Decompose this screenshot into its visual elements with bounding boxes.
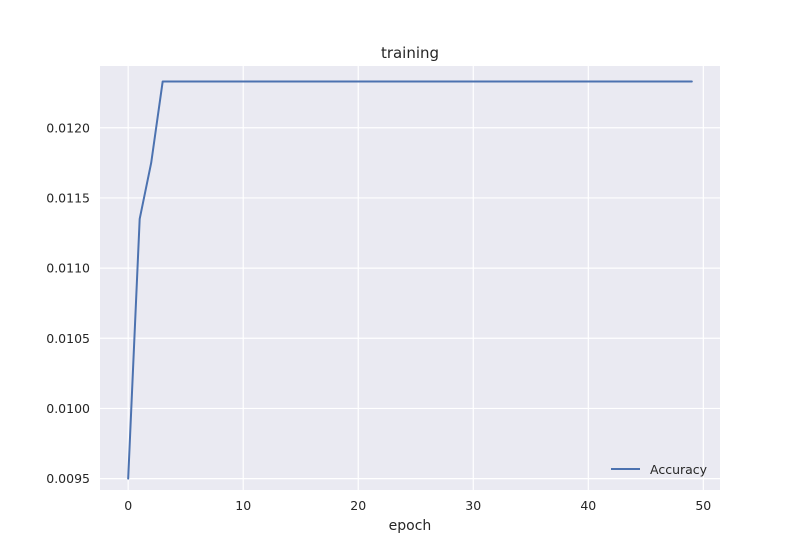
- y-tick-label: 0.0100: [46, 401, 90, 416]
- x-tick-label: 20: [350, 498, 366, 513]
- plot-area: [100, 66, 720, 490]
- chart-title: training: [381, 44, 439, 62]
- y-tick-label: 0.0115: [46, 190, 90, 205]
- series-line-accuracy: [127, 80, 693, 480]
- legend-label-accuracy: Accuracy: [650, 462, 708, 477]
- series-layer: [127, 80, 693, 480]
- x-tick-label: 0: [124, 498, 132, 513]
- x-tick-label: 10: [235, 498, 251, 513]
- y-tick-labels: 0.0095 0.0100 0.0105 0.0110 0.0115 0.0120: [46, 120, 90, 486]
- x-tick-label: 40: [580, 498, 596, 513]
- x-tick-label: 50: [695, 498, 711, 513]
- x-tick-label: 30: [465, 498, 481, 513]
- grid-lines: [100, 66, 720, 490]
- y-tick-label: 0.0110: [46, 261, 90, 276]
- x-axis-label: epoch: [389, 518, 432, 534]
- x-tick-labels: 0 10 20 30 40 50: [124, 498, 711, 513]
- y-tick-label: 0.0095: [46, 471, 90, 486]
- y-tick-label: 0.0120: [46, 120, 90, 135]
- legend: Accuracy: [611, 462, 708, 477]
- y-tick-label: 0.0105: [46, 331, 90, 346]
